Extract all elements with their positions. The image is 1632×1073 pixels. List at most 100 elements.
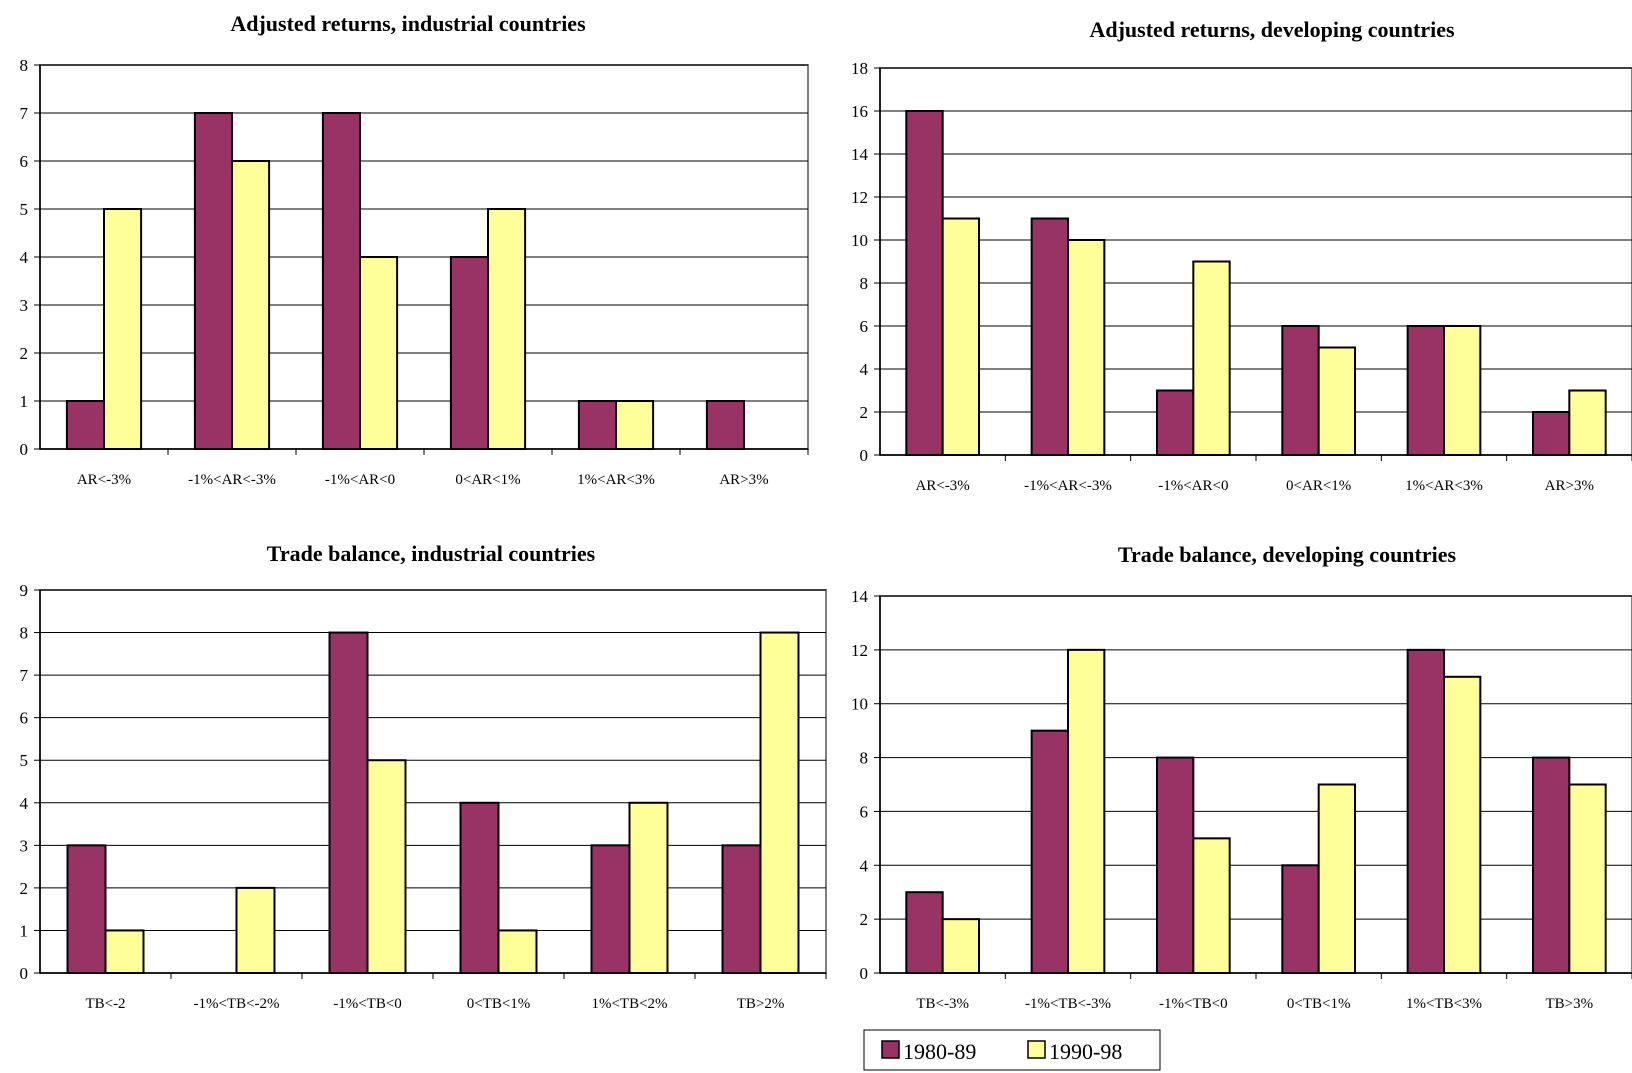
bar-1990-98: [1067, 648, 1106, 974]
legend-label-1990-98: 1990-98: [1049, 1039, 1122, 1064]
y-tick-label: 0: [860, 964, 869, 983]
bar-1990-98: [615, 400, 655, 450]
bar-1990-98: [759, 631, 800, 974]
y-tick-label: 9: [20, 581, 29, 600]
bar-1990-98: [1568, 783, 1607, 974]
y-tick-label: 8: [20, 56, 29, 75]
plot-area: [879, 67, 1632, 456]
bar-1980-89: [449, 256, 490, 450]
y-tick-label: 6: [20, 709, 29, 728]
x-tick-label: -1%<TB<0: [1159, 996, 1228, 1012]
legend-swatch-1980-89: [881, 1040, 900, 1059]
bar-1980-89: [1531, 411, 1571, 456]
x-tick-label: AR<-3%: [916, 478, 970, 494]
bar-1990-98: [487, 208, 527, 450]
y-tick-label: 4: [20, 794, 29, 813]
legend: 1980-89 1990-98: [863, 1029, 1161, 1071]
x-tick-label: 1%<TB<3%: [1406, 996, 1482, 1012]
y-tick-label: 7: [20, 104, 29, 123]
bar-1980-89: [1406, 325, 1445, 456]
y-tick-label: 5: [20, 200, 29, 219]
bar-1980-89: [459, 801, 500, 974]
legend-label-1980-89: 1980-89: [903, 1039, 976, 1064]
x-tick-label: -1%<AR<0: [325, 472, 395, 488]
bar-1990-98: [1067, 239, 1106, 456]
bar-1980-89: [705, 400, 746, 450]
chart-trade-balance-developing: Trade balance, developing countries 0 2 4 6 8…: [851, 542, 1632, 1012]
y-tick-label: 0: [20, 440, 29, 459]
bar-1990-98: [1317, 346, 1357, 456]
x-tick-label: TB>2%: [737, 996, 785, 1012]
x-tick-label: 1%<AR<3%: [577, 472, 655, 488]
bar-1990-98: [366, 759, 407, 974]
y-tick-label: 0: [860, 446, 869, 465]
x-tick-label: 0<AR<1%: [455, 472, 520, 488]
y-tick-label: 3: [20, 836, 29, 855]
y-tick-label: 4: [860, 360, 869, 379]
chart-title: Adjusted returns, developing countries: [1089, 17, 1454, 42]
y-tick-label: 16: [851, 102, 868, 121]
chart-title: Trade balance, developing countries: [1118, 542, 1457, 567]
bar-1990-98: [628, 801, 669, 974]
bar-1980-89: [65, 400, 105, 450]
y-tick-label: 14: [851, 145, 869, 164]
x-tick-label: 0<AR<1%: [1286, 478, 1351, 494]
bar-1980-89: [1030, 217, 1069, 456]
x-tick-label: -1%<AR<-3%: [1024, 478, 1112, 494]
bar-1980-89: [905, 891, 944, 975]
x-tick-label: AR<-3%: [77, 472, 131, 488]
x-tick-label: TB>3%: [1546, 996, 1594, 1012]
bar-1990-98: [1317, 783, 1357, 974]
x-tick-label: -1%<AR<0: [1158, 478, 1228, 494]
chart-title: Trade balance, industrial countries: [267, 541, 596, 566]
y-tick-label: 10: [851, 231, 868, 250]
bar-1990-98: [1568, 389, 1607, 456]
y-tick-label: 7: [20, 666, 29, 685]
y-tick-label: 5: [20, 751, 29, 770]
x-tick-label: AR>3%: [719, 472, 768, 488]
y-tick-label: 2: [860, 403, 869, 422]
y-tick-label: 2: [20, 344, 29, 363]
bar-1980-89: [1155, 389, 1195, 456]
chart-trade-balance-industrial: Trade balance, industrial countries 0 1 2 3 4…: [20, 541, 827, 1012]
bar-1990-98: [941, 217, 981, 456]
plot-area: [879, 595, 1632, 974]
bar-1980-89: [321, 112, 362, 450]
bar-1990-98: [497, 929, 538, 975]
legend-swatch-1990-98: [1027, 1040, 1046, 1059]
x-tick-label: 0<TB<1%: [1287, 996, 1351, 1012]
y-tick-label: 8: [20, 624, 29, 643]
x-tick-label: 1%<TB<2%: [591, 996, 667, 1012]
x-tick-label: -1%<AR<-3%: [188, 472, 276, 488]
bar-1980-89: [590, 844, 631, 974]
bar-1980-89: [577, 400, 618, 450]
y-tick-label: 6: [20, 152, 29, 171]
bar-1990-98: [231, 160, 271, 450]
bar-1990-98: [359, 256, 399, 450]
x-tick-label: AR>3%: [1545, 478, 1594, 494]
bar-1980-89: [66, 844, 107, 974]
bar-1980-89: [1406, 648, 1445, 974]
bar-1980-89: [328, 631, 369, 974]
x-tick-label: 0<TB<1%: [467, 996, 531, 1012]
y-tick-label: 4: [860, 856, 869, 875]
y-tick-label: 18: [851, 59, 868, 78]
chart-adjusted-returns-developing: Adjusted returns, developing countries 0 2…: [851, 17, 1632, 494]
bar-1990-98: [1192, 260, 1231, 456]
y-tick-label: 12: [851, 188, 868, 207]
x-tick-label: -1%<TB<-2%: [193, 996, 279, 1012]
y-tick-label: 10: [851, 695, 868, 714]
bar-1990-98: [941, 918, 981, 975]
bar-1990-98: [1192, 837, 1231, 974]
chart-adjusted-returns-industrial: Adjusted returns, industrial countries 0 1…: [20, 11, 809, 488]
x-tick-label: 1%<AR<3%: [1405, 478, 1483, 494]
chart-title: Adjusted returns, industrial countries: [230, 11, 586, 36]
y-tick-label: 1: [20, 921, 29, 940]
bar-1980-89: [1281, 864, 1320, 974]
y-tick-label: 2: [860, 910, 869, 929]
bar-1990-98: [1443, 675, 1482, 974]
bar-1990-98: [103, 208, 143, 450]
x-tick-label: TB<-3%: [916, 996, 969, 1012]
y-tick-label: 8: [860, 749, 869, 768]
